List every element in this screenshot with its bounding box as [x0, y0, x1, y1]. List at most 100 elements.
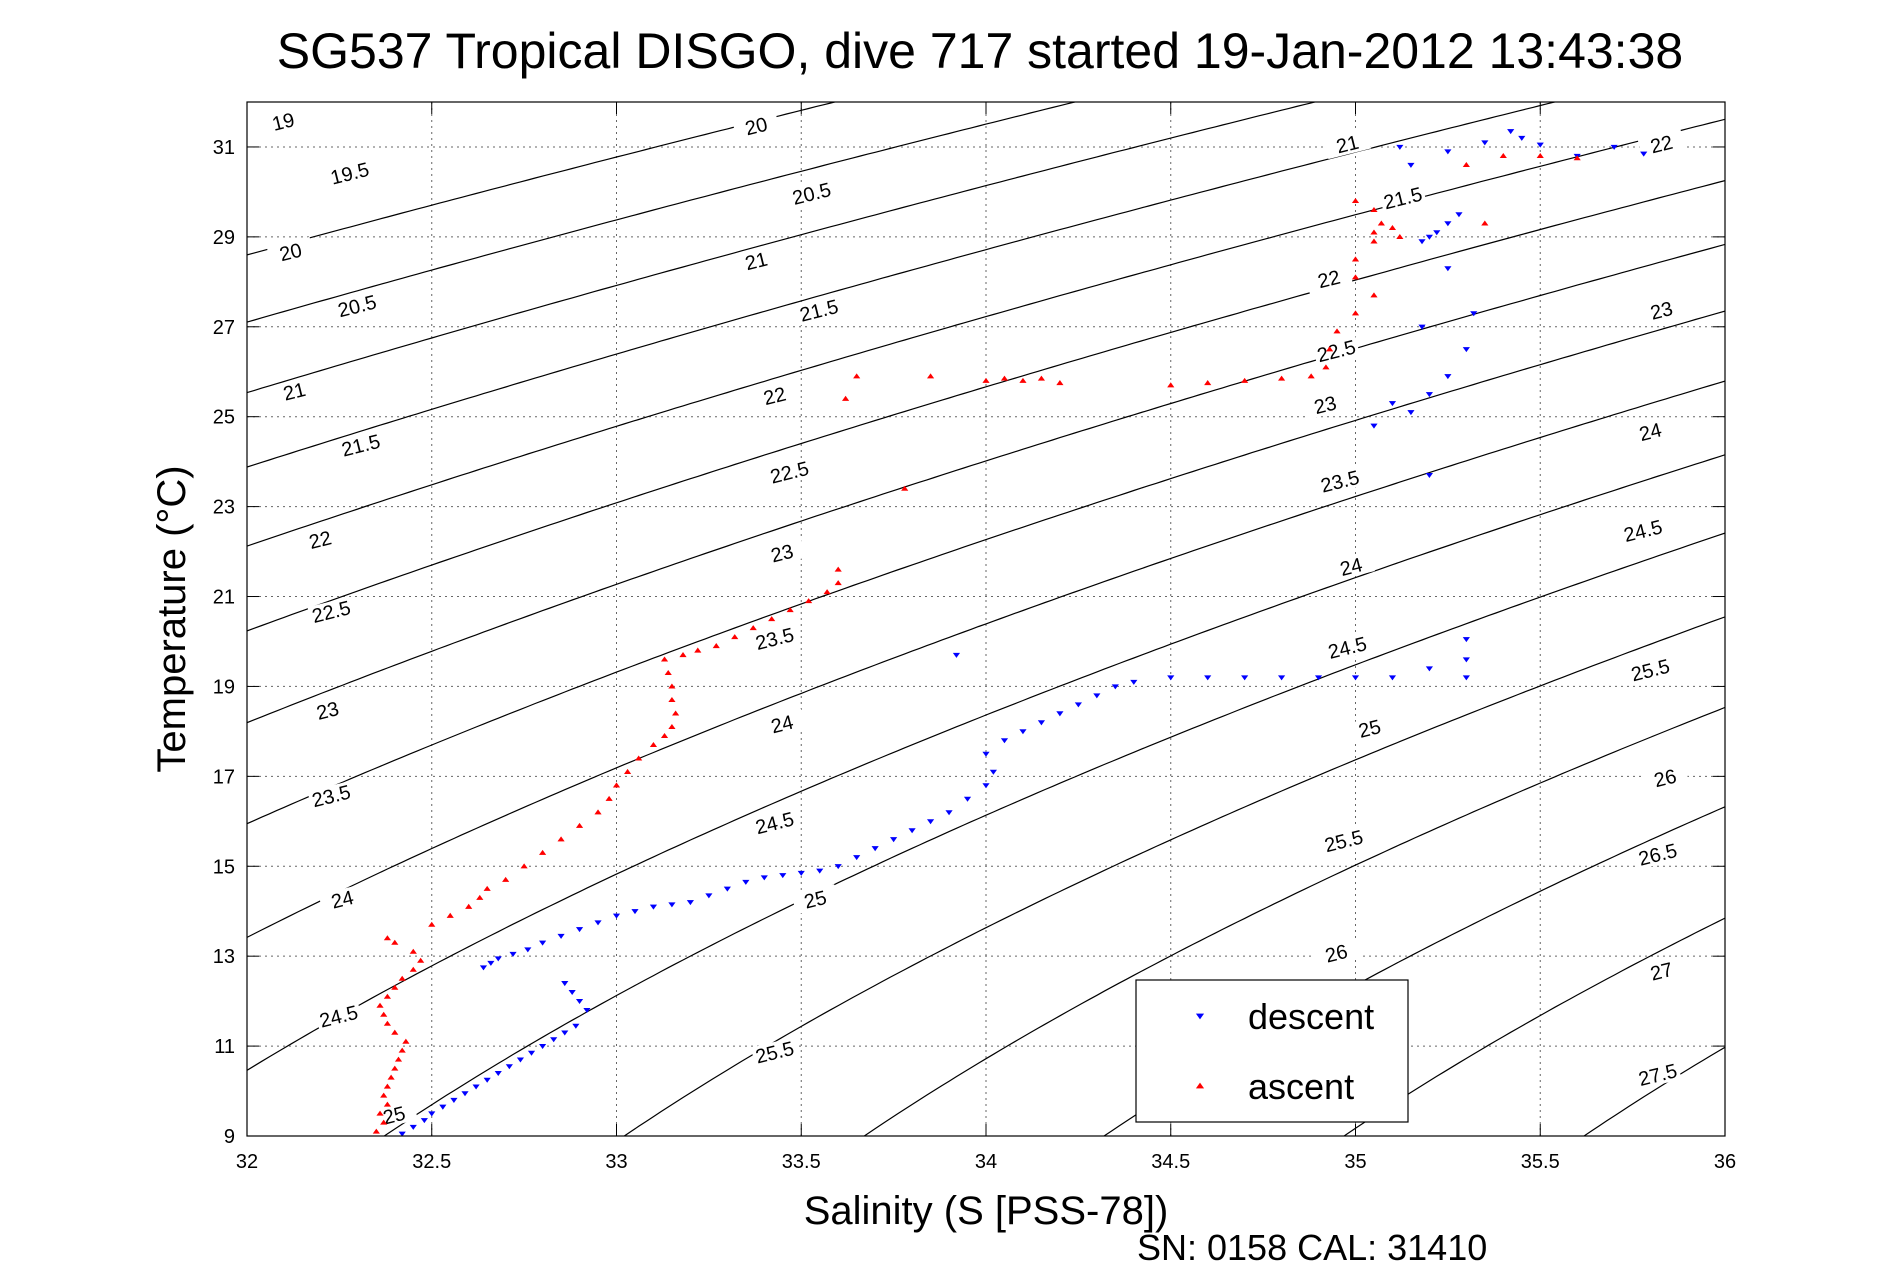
descent-point — [612, 913, 621, 919]
ascent-point — [402, 1038, 410, 1044]
y-tick-label: 25 — [213, 407, 235, 429]
descent-point — [945, 810, 953, 816]
isopycnal-label: 24 — [329, 887, 356, 914]
ascent-point — [1326, 346, 1334, 352]
isopycnal-line — [1582, 1046, 1725, 1136]
ascent-point — [1536, 153, 1544, 159]
ascent-point — [668, 683, 676, 689]
descent-point — [561, 1030, 569, 1036]
descent-point — [1462, 657, 1470, 663]
isopycnal-label: 21 — [1334, 132, 1361, 159]
isopycnal-label-background — [1305, 263, 1353, 294]
isopycnal-label-background — [318, 884, 367, 915]
isopycnal-line — [863, 706, 1725, 1136]
ascent-point — [376, 1110, 384, 1116]
ascent-point — [446, 912, 454, 918]
x-tick-label: 34.5 — [1151, 1151, 1190, 1173]
x-tick-label: 35 — [1344, 1151, 1366, 1173]
isopycnal-label: 24 — [769, 712, 796, 739]
ascent-point — [1167, 382, 1175, 388]
ascent-point — [712, 643, 720, 649]
isopycnal-line — [1343, 917, 1725, 1136]
isopycnal-label-background — [303, 695, 352, 726]
ascent-point — [1307, 373, 1315, 379]
isopycnal-label-background — [1323, 129, 1372, 160]
descent-point — [505, 1064, 513, 1070]
isopycnal-label: 23 — [314, 698, 341, 725]
y-tick-label: 27 — [213, 317, 235, 339]
descent-point — [1407, 410, 1415, 416]
x-tick-label: 32.5 — [412, 1151, 451, 1173]
descent-point — [557, 933, 565, 939]
ascent-point — [1056, 380, 1064, 386]
descent-point — [461, 1091, 469, 1097]
ascent-point — [1204, 380, 1212, 386]
descent-point — [1204, 675, 1212, 681]
legend-marker — [1195, 1082, 1205, 1089]
isopycnal-label: 25 — [381, 1103, 408, 1130]
descent-point — [989, 769, 997, 775]
descent-point — [568, 990, 576, 996]
descent-point — [926, 819, 935, 825]
descent-point — [1093, 693, 1101, 699]
ascent-point — [1322, 364, 1330, 370]
isopycnal-label-background — [1626, 655, 1675, 686]
isopycnal-lines — [247, 102, 1725, 1136]
y-axis-ticks: 9 11 13 15 17 19 21 23 25 27 29 31 — [213, 137, 1725, 1148]
descent-point — [1111, 684, 1119, 690]
legend-box — [1135, 979, 1409, 1123]
ascent-point — [417, 957, 425, 963]
descent-point — [797, 870, 805, 876]
ascent-point — [823, 589, 831, 595]
isopycnal-line — [247, 243, 1725, 724]
descent-point — [908, 828, 916, 834]
legend-marker — [1195, 1013, 1205, 1020]
y-tick-label: 9 — [224, 1126, 235, 1148]
isopycnal-label: 21 — [281, 379, 308, 406]
ascent-point — [391, 1065, 399, 1071]
ascent-point — [672, 710, 680, 716]
ascent-point — [387, 1074, 395, 1080]
descent-point — [1433, 230, 1441, 236]
isopycnal-label-background — [325, 158, 374, 189]
isopycnal-label: 20 — [277, 240, 304, 267]
isopycnal-label-background — [1633, 1059, 1682, 1090]
isopycnal-label-background — [270, 376, 319, 407]
ascent-point — [1241, 377, 1249, 383]
y-tick-label: 29 — [213, 227, 235, 249]
x-tick-label: 34 — [975, 1151, 997, 1173]
isopycnal-label: 26 — [1652, 766, 1679, 793]
isopycnal-line — [247, 118, 1725, 547]
ascent-point — [380, 1119, 388, 1125]
descent-point — [1074, 702, 1082, 708]
descent-point — [982, 783, 990, 789]
descent-point — [668, 902, 676, 908]
isopycnal-label-background — [758, 708, 806, 740]
isopycnal-label: 20 — [743, 114, 770, 141]
chart-title: SG537 Tropical DISGO, dive 717 started 1… — [277, 23, 1683, 79]
descent-point — [1000, 738, 1009, 744]
descent-point — [1444, 149, 1452, 155]
descent-point — [1444, 374, 1452, 380]
ascent-point — [805, 598, 813, 604]
descent-point — [450, 1097, 458, 1103]
descent-point — [952, 652, 961, 658]
ascent-point — [649, 741, 658, 747]
descent-point — [439, 1104, 447, 1110]
ascent-point — [1333, 328, 1341, 334]
ascent-point — [1388, 224, 1397, 230]
isopycnal-label-background — [1319, 825, 1368, 856]
isopycnal-label: 27 — [1648, 959, 1675, 986]
descent-point — [1314, 675, 1323, 681]
descent-point — [575, 999, 584, 1005]
descent-point — [1507, 129, 1515, 135]
descent-point — [890, 837, 898, 843]
descent-point — [963, 796, 972, 802]
y-axis-label: Temperature (°C) — [150, 465, 194, 772]
descent-point — [834, 864, 842, 870]
descent-point — [1481, 140, 1489, 146]
descent-point — [1425, 392, 1433, 398]
isopycnal-label-background — [765, 457, 814, 488]
descent-point — [1388, 401, 1397, 407]
ascent-point — [391, 939, 399, 945]
